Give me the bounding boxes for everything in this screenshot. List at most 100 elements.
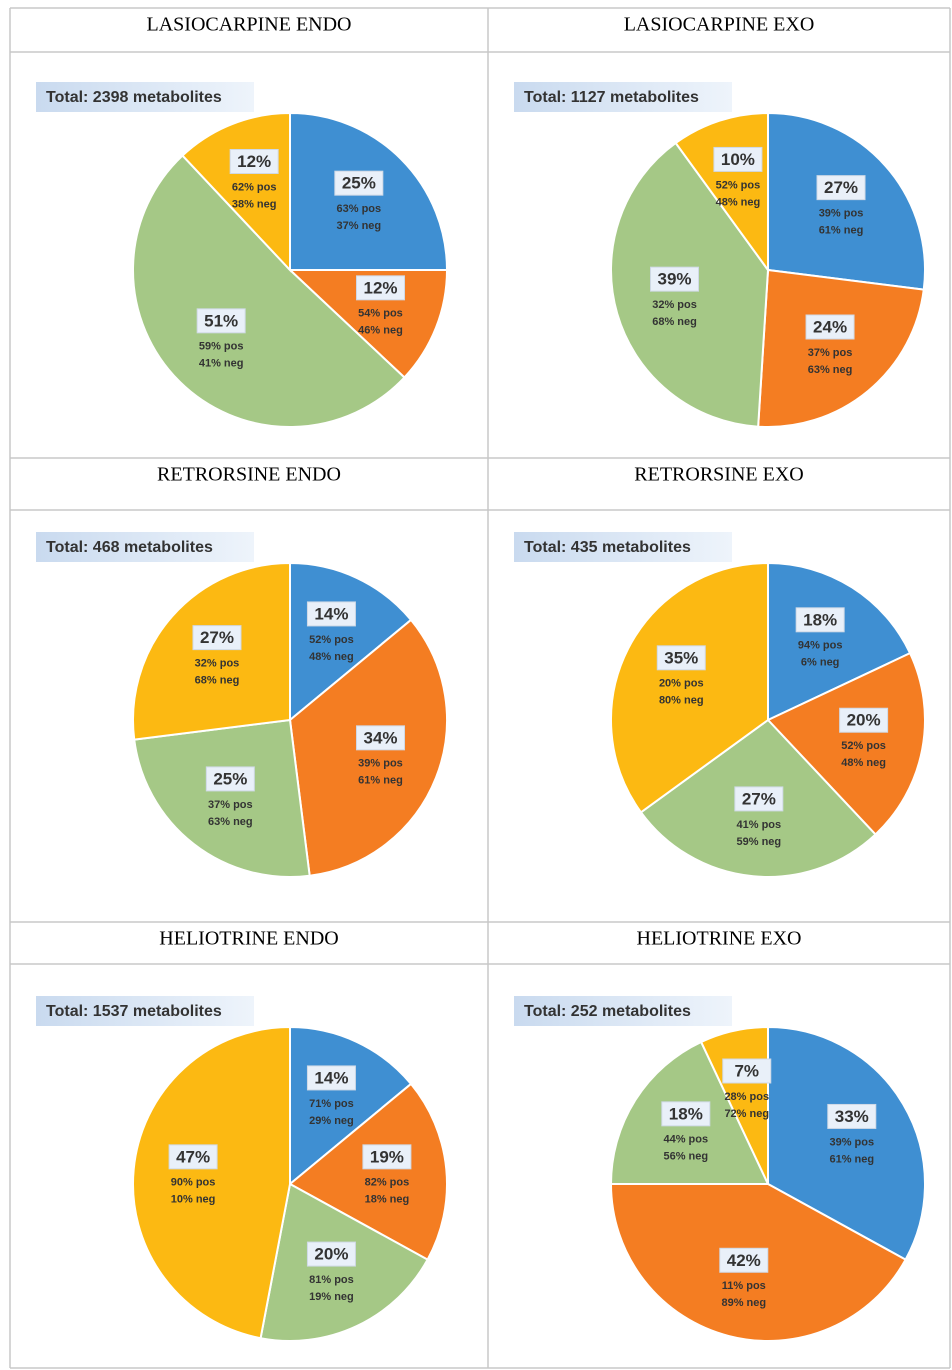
label-box: [356, 725, 406, 751]
pos-label: 52% pos: [716, 179, 761, 191]
total-note: Total: 468 metabolites: [36, 532, 254, 562]
pos-label: 82% pos: [365, 1177, 410, 1189]
pos-label: 94% pos: [798, 640, 843, 652]
label-box: [827, 1103, 877, 1129]
label-box: [795, 607, 845, 633]
chart-title: LASIOCARPINE EXO: [624, 14, 815, 36]
value-label: 18%: [669, 1104, 703, 1123]
value-label: 35%: [664, 648, 698, 667]
value-label: 20%: [314, 1245, 348, 1264]
chart-title: LASIOCARPINE ENDO: [147, 14, 352, 36]
note-text: Total: 2398 metabolites: [46, 89, 222, 106]
neg-label: 18% neg: [365, 1194, 410, 1206]
pos-label: 11% pos: [722, 1280, 766, 1292]
value-label: 42%: [727, 1251, 761, 1270]
value-label: 25%: [342, 174, 376, 193]
pie-slice: [132, 154, 406, 428]
pos-label: 59% pos: [199, 341, 244, 353]
pos-label: 81% pos: [309, 1274, 354, 1286]
neg-label: 59% neg: [737, 836, 782, 848]
pos-label: 62% pos: [232, 181, 277, 193]
label-box: [656, 645, 706, 671]
pie-slice: [766, 651, 926, 836]
pos-label: 39% pos: [829, 1136, 874, 1148]
value-label: 10%: [721, 150, 755, 169]
pos-label: 28% pos: [724, 1091, 769, 1103]
pos-label: 39% pos: [819, 208, 864, 220]
label-box: [362, 1144, 412, 1170]
pie-slice: [767, 111, 926, 291]
pos-label: 90% pos: [171, 1177, 216, 1189]
label-box: [713, 146, 763, 172]
label-box: [356, 275, 406, 301]
chart-title: HELIOTRINE EXO: [637, 928, 802, 950]
neg-label: 37% neg: [337, 220, 382, 232]
total-note: Total: 435 metabolites: [514, 532, 732, 562]
value-label: 33%: [835, 1107, 869, 1126]
label-box: [661, 1101, 711, 1127]
value-label: 27%: [200, 628, 234, 647]
note-text: Total: 435 metabolites: [524, 539, 691, 556]
neg-label: 48% neg: [716, 196, 761, 208]
neg-label: 63% neg: [208, 816, 253, 828]
total-note: Total: 1127 metabolites: [514, 82, 732, 112]
pie-slice: [132, 561, 291, 741]
neg-label: 10% neg: [171, 1194, 216, 1206]
neg-label: 56% neg: [663, 1151, 708, 1163]
pos-label: 37% pos: [208, 799, 253, 811]
pos-label: 71% pos: [309, 1098, 354, 1110]
pos-label: 32% pos: [195, 658, 240, 670]
pos-label: 52% pos: [309, 634, 354, 646]
pie-slice: [133, 718, 311, 878]
neg-label: 61% neg: [829, 1153, 874, 1165]
pos-label: 41% pos: [737, 819, 782, 831]
neg-label: 48% neg: [841, 757, 886, 769]
label-box: [229, 148, 279, 174]
label-box: [719, 1247, 769, 1273]
chart-title: RETRORSINE EXO: [634, 464, 803, 486]
neg-label: 6% neg: [801, 657, 840, 669]
pie-slice: [131, 1025, 291, 1340]
value-label: 14%: [314, 1068, 348, 1087]
neg-label: 68% neg: [195, 675, 240, 687]
value-label: 27%: [824, 178, 858, 197]
note-text: Total: 468 metabolites: [46, 539, 213, 556]
pos-label: 20% pos: [659, 678, 704, 690]
label-box: [306, 601, 356, 627]
label-box: [805, 314, 855, 340]
value-label: 12%: [237, 152, 271, 171]
label-box: [306, 1065, 356, 1091]
chart-title: HELIOTRINE ENDO: [159, 928, 338, 950]
label-box: [196, 308, 246, 334]
label-box: [205, 766, 255, 792]
neg-label: 61% neg: [358, 775, 403, 787]
pos-label: 39% pos: [358, 758, 403, 770]
chart-title: RETRORSINE ENDO: [157, 464, 341, 486]
value-label: 19%: [370, 1147, 404, 1166]
neg-label: 89% neg: [721, 1297, 766, 1309]
note-text: Total: 1537 metabolites: [46, 1003, 222, 1020]
value-label: 27%: [742, 789, 776, 808]
note-box: [514, 996, 732, 1026]
label-box: [816, 175, 866, 201]
neg-label: 19% neg: [309, 1291, 354, 1303]
pos-label: 37% pos: [808, 347, 853, 359]
value-label: 24%: [813, 317, 847, 336]
label-box: [306, 1241, 356, 1267]
neg-label: 68% neg: [652, 316, 697, 328]
label-box: [650, 266, 700, 292]
note-box: [36, 82, 254, 112]
neg-label: 80% neg: [659, 695, 704, 707]
total-note: Total: 252 metabolites: [514, 996, 732, 1026]
pos-label: 52% pos: [841, 740, 886, 752]
pos-label: 32% pos: [652, 299, 697, 311]
pie-slice: [767, 1025, 926, 1261]
neg-label: 41% neg: [199, 358, 244, 370]
neg-label: 48% neg: [309, 651, 354, 663]
value-label: 20%: [847, 711, 881, 730]
label-box: [192, 625, 242, 651]
value-label: 12%: [363, 278, 397, 297]
neg-label: 29% neg: [309, 1115, 354, 1127]
label-box: [722, 1058, 772, 1084]
